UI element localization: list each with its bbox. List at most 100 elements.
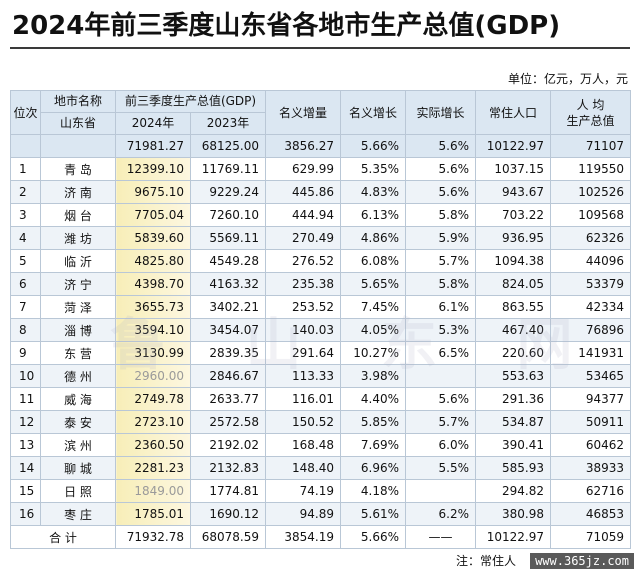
table-row: 13 滨 州 2360.50 2192.02 168.48 7.69% 6.0% 390.41… (10, 433, 632, 457)
city-cell: 济 南 (40, 180, 116, 204)
per-capita-cell: 141931 (550, 341, 632, 365)
province-population: 10122.97 (475, 134, 552, 158)
total-real-growth: —— (405, 525, 477, 549)
gdp-2024-cell: 7705.04 (115, 203, 191, 227)
gdp-2024-cell: 3130.99 (115, 341, 191, 365)
header-gdp-2023: 2023年 (189, 112, 267, 135)
increase-cell: 253.52 (265, 295, 342, 319)
real-growth-cell: 5.7% (405, 410, 477, 434)
gdp-2024-cell: 9675.10 (115, 180, 191, 204)
total-label: 合 计 (10, 525, 116, 549)
city-cell: 枣 庄 (40, 502, 116, 526)
gdp-2023-cell: 2839.35 (189, 341, 267, 365)
per-capita-cell: 53465 (550, 364, 632, 388)
increase-cell: 74.19 (265, 479, 342, 503)
per-capita-cell: 60462 (550, 433, 632, 457)
gdp-2023-cell: 5569.11 (189, 226, 267, 250)
province-gdp-2023: 68125.00 (189, 134, 267, 158)
per-capita-cell: 102526 (550, 180, 632, 204)
city-cell: 德 州 (40, 364, 116, 388)
total-increase: 3854.19 (265, 525, 342, 549)
per-capita-cell: 46853 (550, 502, 632, 526)
header-nominal-increase: 名义增量 (265, 90, 342, 135)
city-cell: 临 沂 (40, 249, 116, 273)
gdp-2024-cell: 4825.80 (115, 249, 191, 273)
real-growth-cell: 5.5% (405, 456, 477, 480)
increase-cell: 235.38 (265, 272, 342, 296)
per-capita-cell: 94377 (550, 387, 632, 411)
nominal-growth-cell: 4.83% (340, 180, 407, 204)
real-growth-cell: 5.8% (405, 203, 477, 227)
city-cell: 聊 城 (40, 456, 116, 480)
increase-cell: 116.01 (265, 387, 342, 411)
city-cell: 潍 坊 (40, 226, 116, 250)
total-population: 10122.97 (475, 525, 552, 549)
city-cell: 日 照 (40, 479, 116, 503)
gdp-2024-cell: 5839.60 (115, 226, 191, 250)
gdp-2024-cell: 3655.73 (115, 295, 191, 319)
site-watermark: www.365jz.com (530, 553, 634, 569)
rank-cell: 7 (10, 295, 41, 319)
header-population: 常住人口 (475, 90, 552, 135)
rank-cell: 10 (10, 364, 41, 388)
table-row: 14 聊 城 2281.23 2132.83 148.40 6.96% 5.5% 585.93… (10, 456, 632, 480)
real-growth-cell: 5.6% (405, 157, 477, 181)
gdp-2024-cell: 3594.10 (115, 318, 191, 342)
population-cell: 1037.15 (475, 157, 552, 181)
province-label (40, 134, 116, 158)
nominal-growth-cell: 4.18% (340, 479, 407, 503)
population-cell: 380.98 (475, 502, 552, 526)
population-cell: 534.87 (475, 410, 552, 434)
per-capita-cell: 50911 (550, 410, 632, 434)
per-capita-cell: 53379 (550, 272, 632, 296)
province-real-growth: 5.6% (405, 134, 477, 158)
population-cell: 553.63 (475, 364, 552, 388)
unit-label: 单位：亿元，万人，元 (507, 72, 628, 86)
per-capita-cell: 62716 (550, 479, 632, 503)
gdp-2023-cell: 3402.21 (189, 295, 267, 319)
population-cell: 824.05 (475, 272, 552, 296)
increase-cell: 140.03 (265, 318, 342, 342)
gdp-2024-cell: 12399.10 (115, 157, 191, 181)
rank-cell: 16 (10, 502, 41, 526)
increase-cell: 445.86 (265, 180, 342, 204)
total-gdp-2023: 68078.59 (189, 525, 267, 549)
rank-cell: 3 (10, 203, 41, 227)
real-growth-cell: 5.8% (405, 272, 477, 296)
footnote: 注：常住人 (456, 554, 517, 568)
nominal-growth-cell: 7.45% (340, 295, 407, 319)
province-increase: 3856.27 (265, 134, 342, 158)
real-growth-cell (405, 479, 477, 503)
nominal-growth-cell: 5.35% (340, 157, 407, 181)
increase-cell: 270.49 (265, 226, 342, 250)
gdp-2024-cell: 2749.78 (115, 387, 191, 411)
header-nominal-growth: 名义增长 (340, 90, 407, 135)
city-cell: 菏 泽 (40, 295, 116, 319)
population-cell: 936.95 (475, 226, 552, 250)
increase-cell: 629.99 (265, 157, 342, 181)
gdp-2023-cell: 4549.28 (189, 249, 267, 273)
header-gdp-group: 前三季度生产总值(GDP) (114, 90, 267, 113)
real-growth-cell: 6.0% (405, 433, 477, 457)
gdp-2024-cell: 1785.01 (115, 502, 191, 526)
nominal-growth-cell: 10.27% (340, 341, 407, 365)
province-per-capita: 71107 (550, 134, 632, 158)
real-growth-cell (405, 364, 477, 388)
city-cell: 济 宁 (40, 272, 116, 296)
rank-cell: 9 (10, 341, 41, 365)
rank-cell: 5 (10, 249, 41, 273)
gdp-table: 位次 地市名称 前三季度生产总值(GDP) 名义增量 名义增长 实际增长 常住人… (10, 90, 632, 549)
table-row: 11 威 海 2749.78 2633.77 116.01 4.40% 5.6% 291.36… (10, 387, 632, 411)
per-capita-cell: 44096 (550, 249, 632, 273)
gdp-2024-cell: 2281.23 (115, 456, 191, 480)
page-title: 2024年前三季度山东省各地市生产总值(GDP) (12, 11, 561, 41)
per-capita-cell: 42334 (550, 295, 632, 319)
province-name: 山东省 (40, 112, 116, 135)
rank-cell: 15 (10, 479, 41, 503)
header-city: 地市名称 (40, 90, 116, 113)
gdp-2024-cell: 4398.70 (115, 272, 191, 296)
header-per-capita: 人 均 生产总值 (550, 90, 632, 135)
